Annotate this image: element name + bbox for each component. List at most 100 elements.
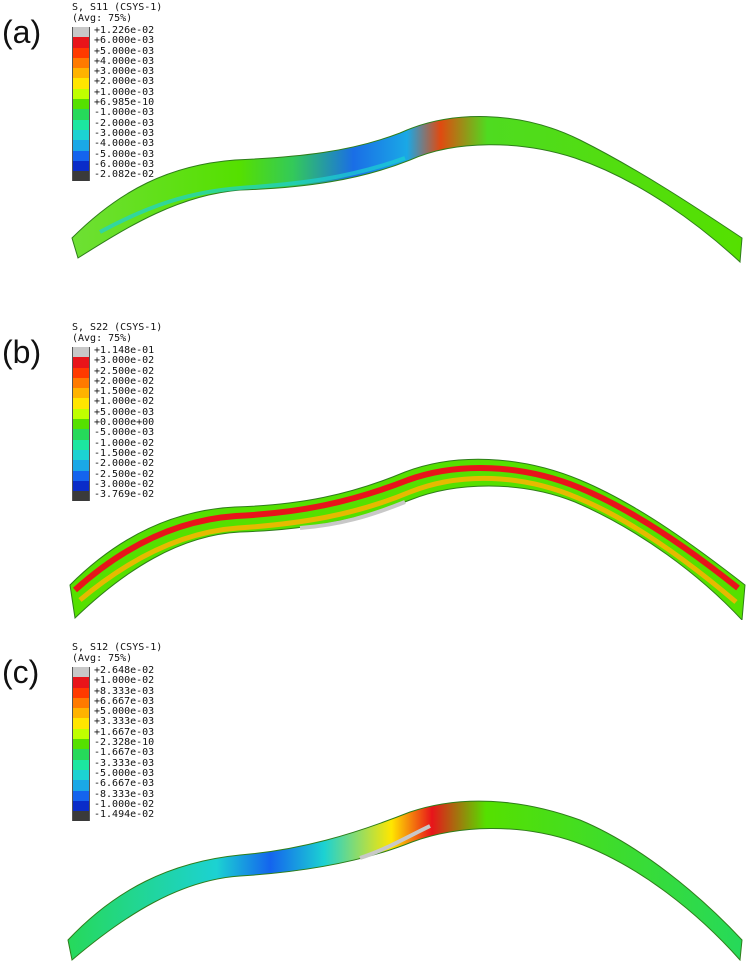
legend-value: -1.494e-02 (94, 809, 155, 821)
panel-c: (c) S, S12 (CSYS-1) (Avg: 75%) +2.648e-0… (0, 640, 750, 962)
legend-swatch (72, 388, 90, 399)
legend-value: +2.648e-02 (94, 665, 155, 676)
shell-body (71, 116, 743, 264)
legend-value: -2.082e-02 (94, 169, 155, 181)
legend-value: -3.333e-03 (94, 757, 155, 769)
panel-b: (b) S, S22 (CSYS-1) (Avg: 75%) +1.148e-0… (0, 320, 750, 620)
legend-swatch (72, 367, 90, 378)
legend-header: S, S11 (CSYS-1) (Avg: 75%) (72, 2, 162, 24)
legend-header: S, S12 (CSYS-1) (Avg: 75%) (72, 642, 162, 664)
legend-value: +1.000e-02 (94, 396, 155, 408)
legend-swatch (72, 749, 90, 760)
legend-swatch (72, 160, 90, 172)
panel-label: (c) (2, 654, 40, 690)
shell-body (67, 800, 743, 962)
legend-swatch (72, 800, 90, 812)
legend-value: -6.000e-03 (94, 158, 155, 170)
legend-value: -5.000e-03 (94, 148, 155, 160)
legend-title: S, S11 (CSYS-1) (72, 2, 163, 13)
contour-plot-s12 (67, 800, 743, 962)
legend-value: +5.000e-03 (94, 406, 155, 418)
legend-value: -4.000e-03 (94, 138, 155, 150)
contour-plot-s11 (71, 116, 743, 264)
shell-tension-band (72, 465, 740, 593)
legend-swatch (72, 470, 90, 481)
panel-label: (b) (2, 334, 42, 370)
legend-value: +2.500e-02 (94, 365, 155, 377)
legend-swatch (72, 78, 90, 89)
legend-swatch (72, 408, 90, 420)
legend-value: -1.667e-03 (94, 747, 155, 759)
legend-value: +6.000e-03 (94, 35, 155, 47)
shell-inner-band (99, 156, 406, 234)
legend-swatch (72, 419, 90, 430)
legend-swatch (72, 68, 90, 79)
legend-value: +1.500e-02 (94, 386, 155, 398)
legend-value: -2.328e-10 (94, 737, 155, 749)
legend-value: -2.000e-03 (94, 117, 155, 129)
shell-compression-zone (299, 500, 406, 530)
legend-swatch (72, 687, 90, 698)
legend-swatch (72, 119, 90, 130)
legend-swatch (72, 150, 90, 161)
legend-value: -6.667e-03 (94, 778, 155, 790)
legend-subtitle: (Avg: 75%) (72, 333, 133, 344)
legend-swatch (72, 780, 90, 791)
legend-swatch (72, 759, 90, 770)
legend-swatch (72, 88, 90, 100)
legend-swatch (72, 99, 90, 110)
legend-value: +2.000e-02 (94, 375, 155, 387)
legend-swatch (72, 171, 90, 182)
panel-a: (a) S, S11 (CSYS-1) (Avg: 75%) +1.226e-0… (0, 0, 750, 300)
legend-swatch (72, 667, 90, 678)
legend-value: +2.000e-03 (94, 76, 155, 88)
legend-swatch (72, 439, 90, 450)
legend-subtitle: (Avg: 75%) (72, 653, 133, 664)
legend-swatch (72, 109, 90, 120)
legend-value: +6.985e-10 (94, 97, 155, 109)
legend-swatch (72, 129, 90, 141)
contour-plot-s22 (69, 458, 746, 620)
legend-swatch (72, 377, 90, 389)
legend-value: +8.333e-03 (94, 685, 155, 697)
legend-swatch (72, 449, 90, 461)
legend-value: -5.000e-03 (94, 427, 155, 439)
legend-swatch (72, 491, 90, 502)
legend-value: +0.000e+00 (94, 417, 155, 429)
legend-value: +3.333e-03 (94, 716, 155, 728)
legend-value: -3.769e-02 (94, 489, 155, 501)
legend-swatch (72, 140, 90, 151)
legend-value: -1.000e-02 (94, 798, 155, 810)
legend-swatch (72, 37, 90, 48)
legend-value: -5.000e-03 (94, 767, 155, 779)
legend-swatch (72, 47, 90, 58)
legend-swatch (72, 790, 90, 801)
legend-value: +5.000e-03 (94, 45, 155, 57)
legend-value: +3.000e-02 (94, 355, 155, 367)
legend-value: -8.333e-03 (94, 788, 155, 800)
legend-value: -2.500e-02 (94, 468, 155, 480)
legend-value: +1.148e-01 (94, 345, 155, 356)
legend-value: +3.000e-03 (94, 66, 155, 78)
legend-header: S, S22 (CSYS-1) (Avg: 75%) (72, 322, 162, 344)
legend-swatch (72, 460, 90, 471)
legend-value: +1.226e-02 (94, 25, 155, 36)
legend-value: -3.000e-03 (94, 127, 155, 139)
legend-value: -1.000e-03 (94, 107, 155, 119)
legend-title: S, S22 (CSYS-1) (72, 322, 163, 333)
legend-value: +6.667e-03 (94, 695, 155, 707)
legend-value: -1.500e-02 (94, 447, 155, 459)
legend-swatch (72, 357, 90, 368)
legend-value: +5.000e-03 (94, 706, 155, 718)
legend-swatch (72, 57, 90, 69)
legend-swatch (72, 27, 90, 38)
legend-value: -1.000e-02 (94, 437, 155, 449)
legend-subtitle: (Avg: 75%) (72, 13, 133, 24)
legend-value: +4.000e-03 (94, 55, 155, 67)
legend-swatch (72, 398, 90, 409)
legend-swatch (72, 728, 90, 740)
shell-mid-band (78, 475, 738, 604)
legend-value: -3.000e-02 (94, 478, 155, 490)
panel-label: (a) (2, 14, 42, 50)
legend-swatch (72, 769, 90, 781)
